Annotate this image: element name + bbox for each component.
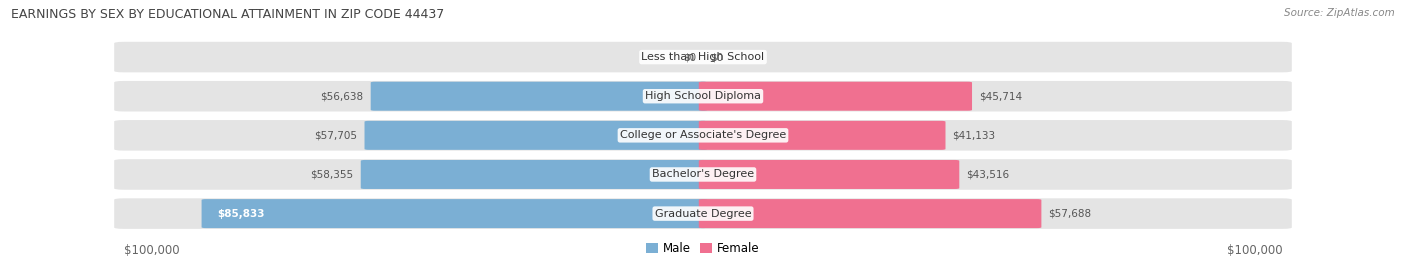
FancyBboxPatch shape: [112, 79, 1294, 113]
Text: $43,516: $43,516: [966, 169, 1010, 180]
FancyBboxPatch shape: [371, 82, 707, 111]
Text: $57,688: $57,688: [1049, 209, 1091, 219]
FancyBboxPatch shape: [201, 199, 707, 228]
Text: $45,714: $45,714: [979, 91, 1022, 101]
Text: College or Associate's Degree: College or Associate's Degree: [620, 130, 786, 140]
Text: $58,355: $58,355: [311, 169, 354, 180]
Text: $56,638: $56,638: [321, 91, 364, 101]
Text: $100,000: $100,000: [1226, 244, 1282, 257]
Text: Less than High School: Less than High School: [641, 52, 765, 62]
Text: $100,000: $100,000: [124, 244, 180, 257]
Text: EARNINGS BY SEX BY EDUCATIONAL ATTAINMENT IN ZIP CODE 44437: EARNINGS BY SEX BY EDUCATIONAL ATTAINMEN…: [11, 8, 444, 21]
FancyBboxPatch shape: [112, 40, 1294, 74]
FancyBboxPatch shape: [699, 121, 945, 150]
FancyBboxPatch shape: [112, 197, 1294, 230]
Text: $0: $0: [683, 52, 696, 62]
Text: $85,833: $85,833: [217, 209, 264, 219]
FancyBboxPatch shape: [699, 199, 1042, 228]
Text: Bachelor's Degree: Bachelor's Degree: [652, 169, 754, 180]
Text: $57,705: $57,705: [315, 130, 357, 140]
FancyBboxPatch shape: [112, 158, 1294, 191]
FancyBboxPatch shape: [361, 160, 707, 189]
FancyBboxPatch shape: [112, 118, 1294, 152]
Text: High School Diploma: High School Diploma: [645, 91, 761, 101]
FancyBboxPatch shape: [699, 160, 959, 189]
Legend: Male, Female: Male, Female: [641, 237, 765, 259]
FancyBboxPatch shape: [364, 121, 707, 150]
Text: Graduate Degree: Graduate Degree: [655, 209, 751, 219]
FancyBboxPatch shape: [699, 82, 972, 111]
Text: $41,133: $41,133: [952, 130, 995, 140]
Text: Source: ZipAtlas.com: Source: ZipAtlas.com: [1284, 8, 1395, 18]
Text: $0: $0: [710, 52, 723, 62]
